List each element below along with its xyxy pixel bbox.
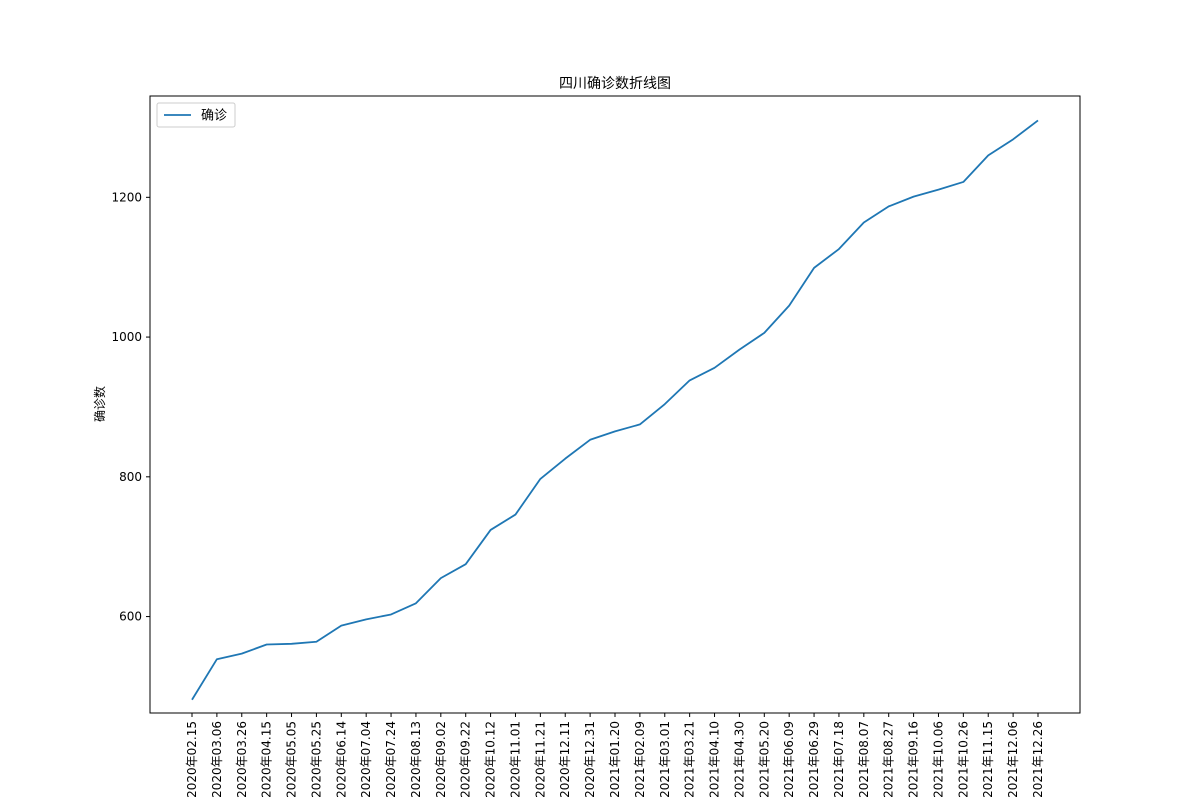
x-tick-label: 2020年09.22 — [459, 721, 473, 798]
x-tick-label: 2020年02.15 — [185, 721, 199, 798]
x-tick-label: 2020年03.26 — [235, 721, 249, 798]
y-tick-label: 800 — [119, 470, 142, 484]
legend-box — [156, 102, 236, 128]
x-tick-label: 2021年08.07 — [857, 721, 871, 798]
legend: 确诊 — [156, 102, 236, 128]
y-tick-label: 1000 — [111, 330, 142, 344]
x-tick-label: 2020年10.12 — [484, 721, 498, 798]
x-tick-label: 2021年10.26 — [956, 721, 970, 798]
plot-area-frame — [149, 95, 1081, 714]
x-tick-label: 2020年09.02 — [434, 721, 448, 798]
x-tick-label: 2021年06.29 — [807, 721, 821, 798]
legend-label: 确诊 — [201, 109, 227, 124]
x-tick-label: 2020年08.13 — [409, 721, 423, 798]
x-tick-label: 2020年05.05 — [285, 721, 299, 798]
x-tick-label: 2020年03.06 — [210, 721, 224, 798]
y-axis-label: 确诊数 — [92, 386, 107, 422]
x-tick-label: 2021年03.21 — [683, 721, 697, 798]
x-tick-label: 2021年12.26 — [1031, 721, 1045, 798]
x-tick-label: 2020年11.01 — [508, 721, 522, 798]
x-tick-label: 2021年02.09 — [633, 721, 647, 798]
x-tick-label: 2020年05.25 — [309, 721, 323, 798]
x-tick-label: 2021年05.20 — [757, 721, 771, 798]
x-tick-label: 2020年07.24 — [384, 721, 398, 798]
x-tick-label: 2021年12.06 — [1006, 721, 1020, 798]
x-tick-label: 2021年03.01 — [658, 721, 672, 798]
series-line-confirmed — [191, 119, 1039, 701]
x-tick-label: 2020年12.31 — [583, 721, 597, 798]
x-tick-label: 2021年04.30 — [732, 721, 746, 798]
x-tick-label: 2021年09.16 — [907, 721, 921, 798]
y-tick-label: 1200 — [111, 190, 142, 204]
x-tick-label: 2021年07.18 — [832, 721, 846, 798]
x-axis-ticks: 2020年02.15 2020年03.06 2020年03.26 2020年04.15… — [185, 713, 1045, 798]
x-tick-label: 2020年04.15 — [260, 721, 274, 798]
x-tick-label: 2020年12.11 — [558, 721, 572, 798]
x-tick-label: 2020年07.04 — [359, 721, 373, 798]
x-tick-label: 2021年11.15 — [981, 721, 995, 798]
x-tick-label: 2020年11.21 — [533, 721, 547, 798]
x-tick-label: 2021年01.20 — [608, 721, 622, 798]
x-tick-label: 2021年06.09 — [782, 721, 796, 798]
x-tick-label: 2020年06.14 — [334, 721, 348, 798]
x-tick-label: 2021年08.27 — [882, 721, 896, 798]
y-tick-label: 600 — [119, 610, 142, 624]
y-axis-ticks: 600 800 1000 1200 — [111, 190, 150, 624]
x-tick-label: 2021年04.10 — [708, 721, 722, 798]
chart-title: 四川确诊数折线图 — [559, 76, 671, 92]
x-tick-label: 2021年10.06 — [931, 721, 945, 798]
